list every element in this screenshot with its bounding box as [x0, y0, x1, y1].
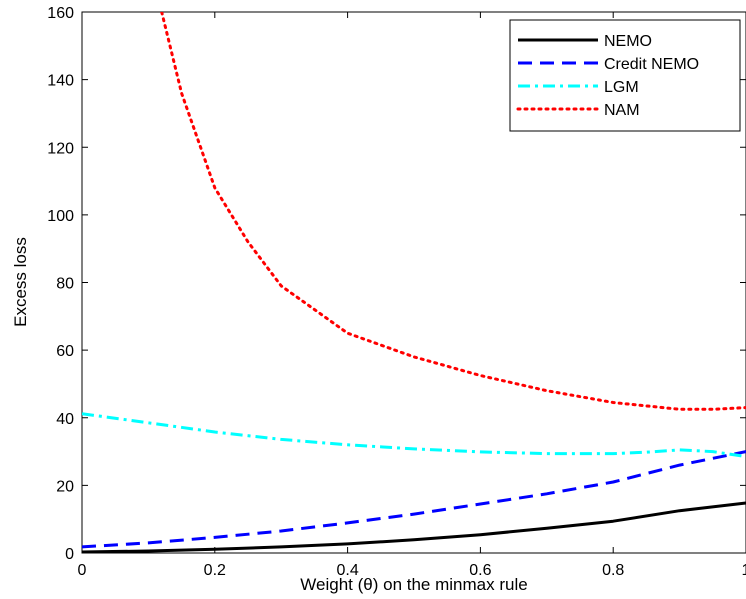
legend-label: NAM — [604, 102, 640, 119]
y-tick-label: 20 — [56, 478, 74, 495]
axis-ticks — [81, 11, 746, 554]
x-tick-label: 0.8 — [602, 562, 624, 579]
y-tick-label: 120 — [47, 140, 74, 157]
series-layer — [82, 12, 746, 553]
x-tick-label: 0.6 — [469, 562, 491, 579]
series-line-lgm — [82, 412, 746, 459]
x-axis-label: Weight (θ) on the minmax rule — [300, 575, 527, 594]
x-tick-label: 0.4 — [336, 562, 358, 579]
y-axis-label: Excess loss — [11, 237, 30, 327]
x-tick-label: 0.2 — [204, 562, 226, 579]
y-tick-label: 140 — [47, 73, 74, 90]
legend-label: NEMO — [604, 33, 652, 50]
y-tick-label: 160 — [47, 5, 74, 22]
series-line-credit-nemo — [82, 450, 746, 549]
legend-label: Credit NEMO — [604, 56, 699, 73]
y-tick-label: 100 — [47, 208, 74, 225]
tick-labels: 0 0.2 0.4 0.6 0.8 1 0 20 40 60 80 100 120 140 160 — [47, 5, 746, 579]
x-tick-label: 0 — [78, 562, 87, 579]
y-tick-label: 0 — [65, 546, 74, 563]
y-tick-label: 40 — [56, 411, 74, 428]
y-tick-label: 60 — [56, 343, 74, 360]
legend-items: NEMO Credit NEMO LGM NAM — [516, 33, 699, 119]
y-tick-label: 80 — [56, 276, 74, 293]
legend: NEMO Credit NEMO LGM NAM — [509, 19, 741, 132]
legend-label: LGM — [604, 79, 639, 96]
series-line-nemo — [82, 501, 746, 553]
series-line-nam — [160, 12, 746, 411]
x-tick-label: 1 — [742, 562, 746, 579]
